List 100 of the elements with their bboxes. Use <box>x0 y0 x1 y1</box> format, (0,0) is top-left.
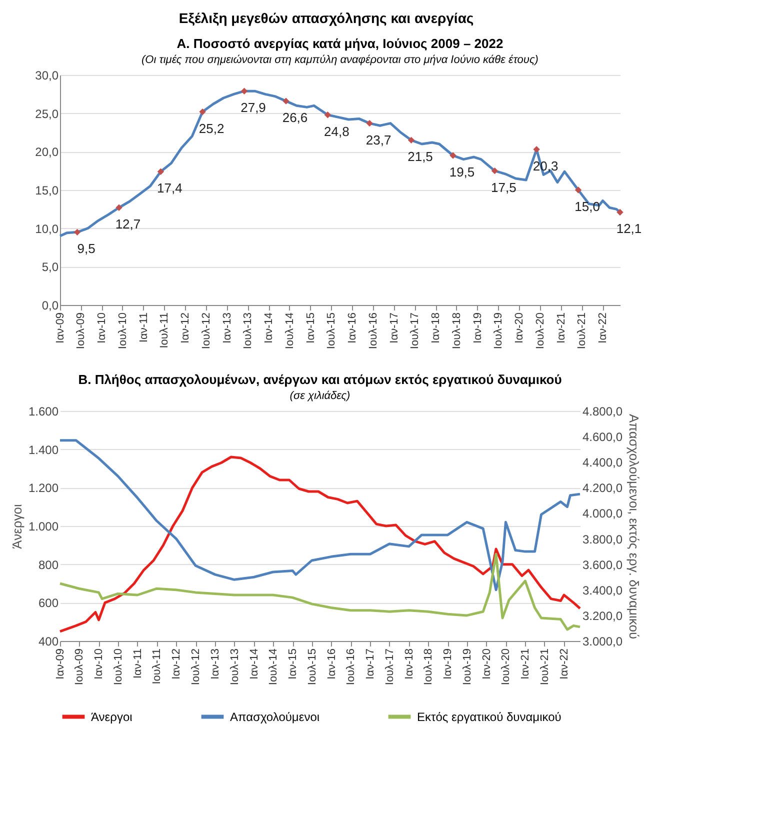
x-tick-label: Ιαν-22 <box>558 648 570 680</box>
y-tick-label: 5,0 <box>42 260 59 274</box>
x-tick-label: Ιαν-13 <box>222 312 234 344</box>
y2-tick-label: 4.200,0 <box>582 481 623 496</box>
data-label: 26,6 <box>282 110 308 126</box>
data-label: 15,0 <box>574 199 600 214</box>
x-tick-label: Ιουλ-15 <box>306 648 318 686</box>
y2-tick-label: 4.400,0 <box>582 456 623 470</box>
x-tick-label: Ιαν-17 <box>364 648 377 680</box>
y-tick-label: 400 <box>38 634 59 648</box>
y2-tick-label: 4.600,0 <box>582 430 623 444</box>
y-tick-label: 20,0 <box>35 145 59 160</box>
x-tick-label: Ιουλ-16 <box>367 312 380 350</box>
x-tick-label: Ιαν-10 <box>93 648 106 680</box>
x-tick-label: Ιουλ-19 <box>492 312 505 350</box>
x-tick-label: Ιουλ-20 <box>534 312 546 350</box>
x-tick-label: Ιουλ-11 <box>158 312 171 348</box>
data-label: 24,8 <box>324 124 350 139</box>
x-tick-label: Ιαν-14 <box>263 312 276 344</box>
x-tick-label: Ιουλ-21 <box>538 648 551 686</box>
data-label: 17,4 <box>157 180 182 196</box>
x-tick-label: Ιουλ-09 <box>74 648 86 686</box>
data-label: 19,5 <box>449 164 475 180</box>
x-tick-label: Ιαν-22 <box>597 312 610 344</box>
x-tick-label: Ιουλ-21 <box>576 312 588 350</box>
x-tick-label: Ιαν-15 <box>304 312 317 344</box>
point <box>616 208 624 216</box>
chart-title: Α. Ποσοστό ανεργίας κατά μήνα, Ιούνιος 2009 – 2022 <box>176 36 504 51</box>
legend-label: Άνεργοι <box>91 710 133 724</box>
x-tick-label: Ιουλ-11 <box>151 648 164 684</box>
x-tick-label: Ιαν-17 <box>388 312 401 344</box>
data-label: 12,1 <box>616 221 642 236</box>
y2-tick-label: 4.800,0 <box>582 404 623 418</box>
x-tick-label: Ιαν-13 <box>210 648 222 680</box>
x-tick-label: Ιαν-21 <box>556 312 568 344</box>
legend-label: Εκτός εργατικού δυναμικού <box>417 710 562 724</box>
point <box>408 136 415 144</box>
data-label: 17,5 <box>491 180 516 195</box>
x-tick-label: Ιαν-19 <box>472 312 484 344</box>
x-tick-label: Ιουλ-14 <box>284 312 296 350</box>
x-tick-label: Ιουλ-12 <box>190 648 202 686</box>
data-label: 25,2 <box>198 120 224 136</box>
x-tick-label: Ιουλ-09 <box>75 312 88 350</box>
y-tick-label: 25,0 <box>35 106 59 121</box>
point <box>240 88 248 94</box>
x-tick-label: Ιαν-16 <box>326 648 338 680</box>
x-tick-label: Ιουλ-15 <box>326 312 338 350</box>
line-series <box>58 456 582 633</box>
y-tick-label: 1.600 <box>28 404 59 418</box>
y-tick-label: 10,0 <box>35 222 59 236</box>
x-tick-label: Ιαν-09 <box>54 312 66 344</box>
x-tick-label: Ιουλ-13 <box>242 312 254 350</box>
point <box>116 204 122 211</box>
y2-tick-label: 3.200,0 <box>582 608 623 623</box>
chart-subtitle: (Οι τιμές που σημειώνονται στη καμπύλη αναφέρονται στο μήνα Ιούνιο κάθε έτους) <box>142 54 539 66</box>
x-tick-label: Ιαν-18 <box>430 312 442 344</box>
x-tick-label: Ιουλ-17 <box>384 648 396 686</box>
x-tick-label: Ιαν-21 <box>520 648 532 680</box>
x-tick-label: Ιαν-14 <box>248 648 260 680</box>
y-tick-label: 1.200 <box>28 481 59 496</box>
x-tick-label: Ιουλ-10 <box>112 648 124 686</box>
data-label: 27,9 <box>240 100 266 116</box>
x-tick-label: Ιουλ-18 <box>422 648 435 686</box>
y-tick-label: 0,0 <box>42 298 59 312</box>
data-label: 9,5 <box>77 241 96 256</box>
point <box>533 146 540 153</box>
chart-title: Β. Πλήθος απασχολουμένων, ανέργων και ατόμων εκτός εργατικού δυναμικού <box>78 372 562 387</box>
point <box>74 228 81 236</box>
y-tick-label: 30,0 <box>35 68 59 82</box>
point <box>324 112 332 118</box>
x-tick-label: Ιαν-10 <box>96 312 108 344</box>
x-tick-label: Ιαν-09 <box>54 648 66 680</box>
y-tick-label: 1.000 <box>28 520 59 534</box>
text: Εξέλιξη μεγεθών απασχόλησης και ανεργίας <box>178 10 474 26</box>
line-series <box>58 552 582 631</box>
x-tick-label: Ιαν-18 <box>403 648 416 680</box>
x-tick-label: Ιαν-12 <box>180 312 192 344</box>
point <box>366 120 373 127</box>
y-tick-label: 800 <box>38 558 59 572</box>
line-series <box>58 439 582 592</box>
x-tick-label: Ιουλ-17 <box>409 312 422 350</box>
x-tick-label: Ιουλ-10 <box>116 312 129 350</box>
y2-tick-label: 3.000,0 <box>582 634 623 648</box>
y2-tick-label: 4.000,0 <box>582 506 623 521</box>
x-tick-label: Ιαν-19 <box>442 648 454 680</box>
y2-tick-label: 3.600,0 <box>582 558 623 572</box>
y2-tick-label: 3.400,0 <box>582 583 623 598</box>
x-tick-label: Ιαν-20 <box>480 648 493 680</box>
x-tick-label: Ιουλ-18 <box>450 312 463 350</box>
x-tick-label: Ιαν-11 <box>132 648 144 678</box>
data-label: 21,5 <box>408 149 433 164</box>
point <box>282 98 290 104</box>
chart-subtitle: (σε χιλιάδες) <box>290 390 351 402</box>
point <box>199 108 206 116</box>
x-tick-label: Ιουλ-19 <box>461 648 474 686</box>
x-tick-label: Ιουλ-20 <box>500 648 512 686</box>
point <box>491 167 498 174</box>
x-tick-label: Ιαν-12 <box>170 648 183 680</box>
point <box>157 168 164 175</box>
data-label: 23,7 <box>366 132 392 148</box>
